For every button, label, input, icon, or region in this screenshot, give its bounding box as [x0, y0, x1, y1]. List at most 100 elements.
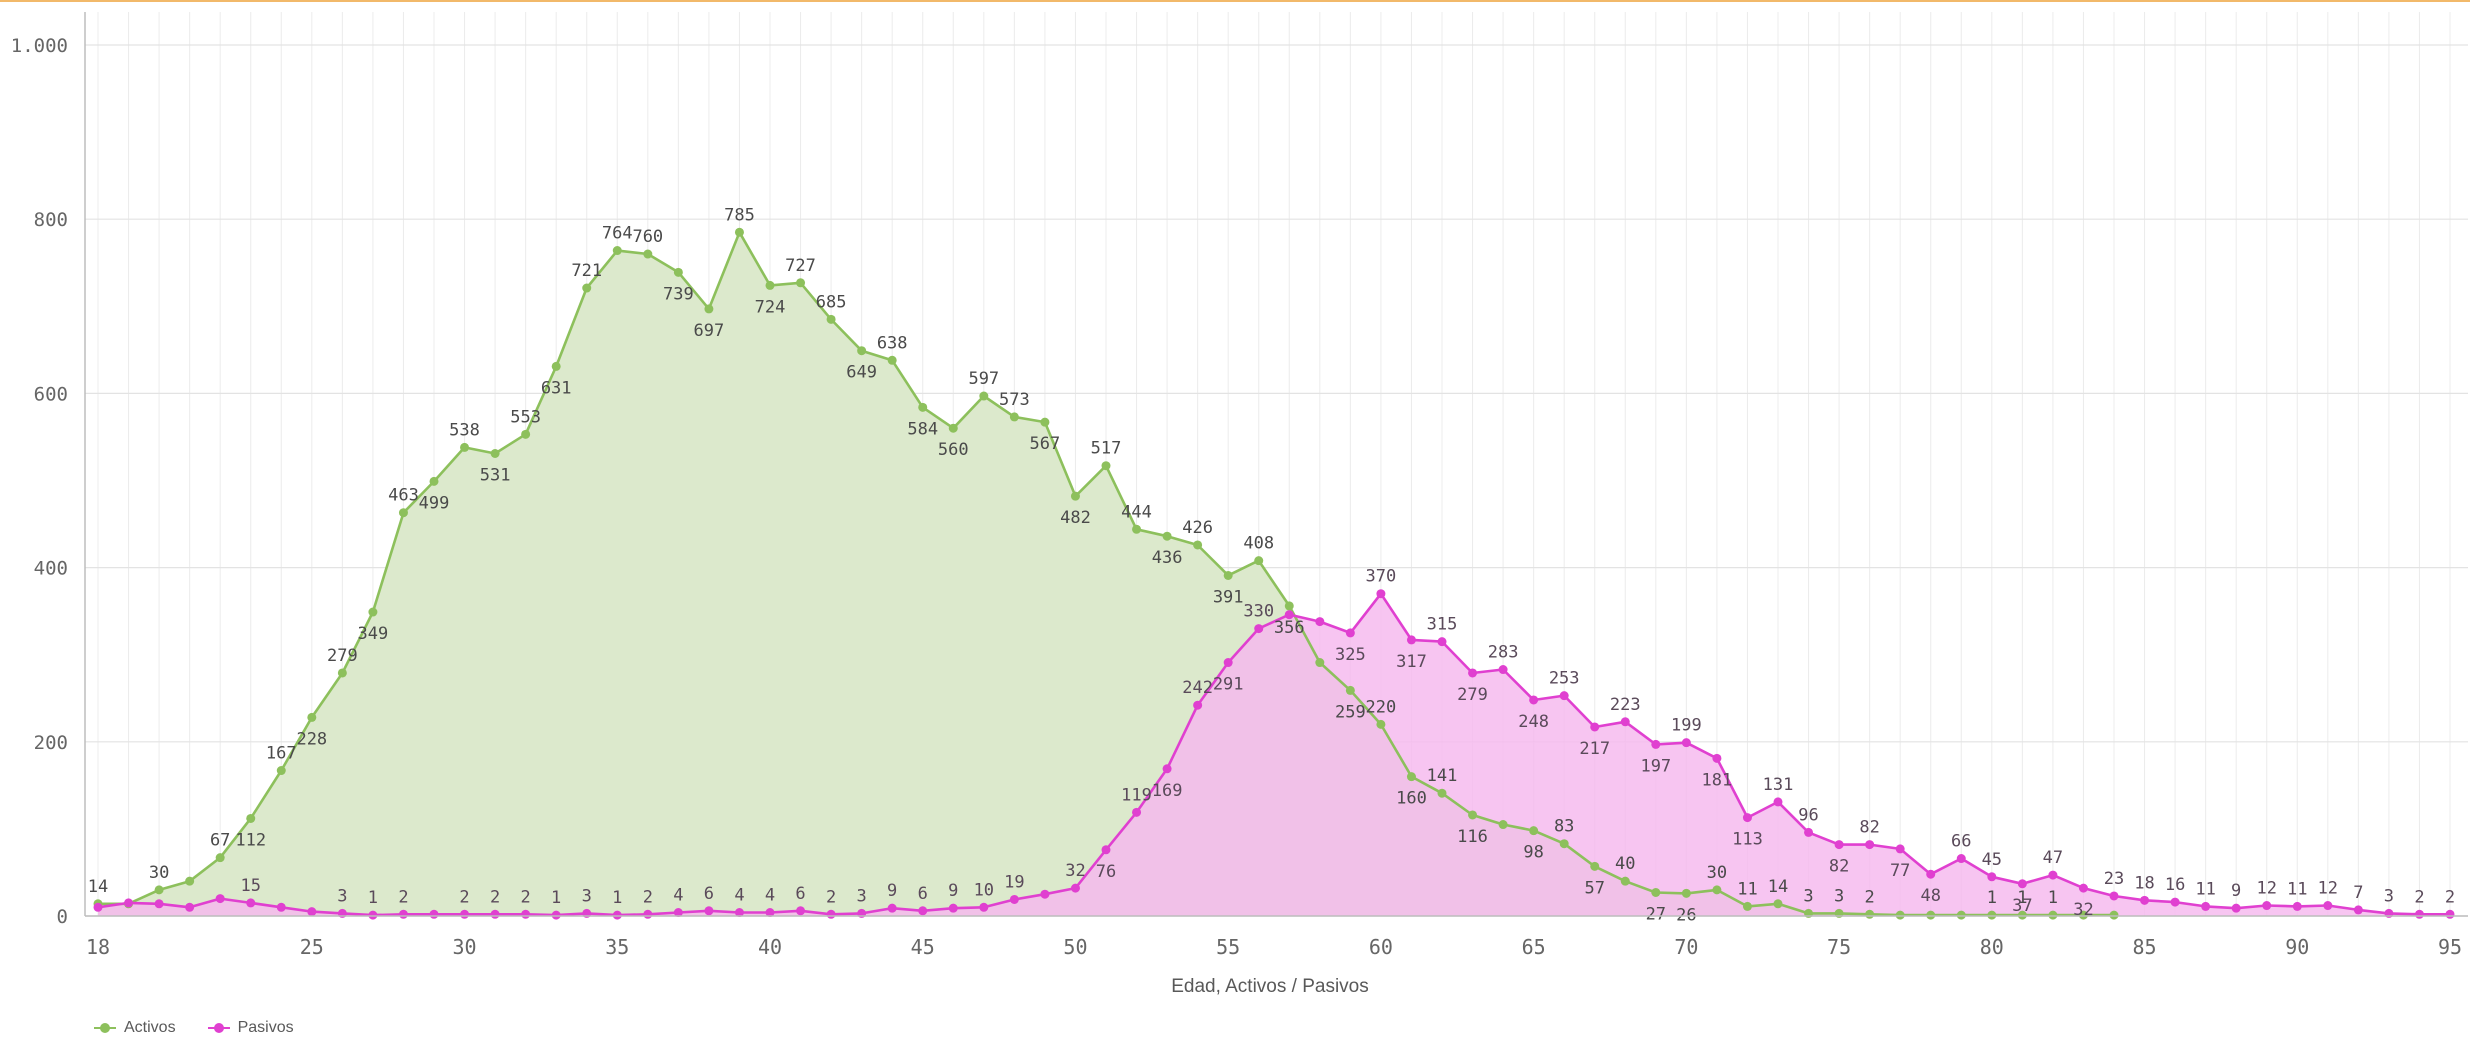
point-pasivos — [1376, 589, 1386, 599]
data-label-activos: 40 — [1615, 854, 1635, 874]
data-label-pasivos: 197 — [1640, 756, 1671, 776]
point-pasivos — [1987, 872, 1997, 882]
area-activos — [98, 232, 2114, 917]
data-label-pasivos: 47 — [2043, 848, 2063, 868]
data-label-activos: 463 — [388, 486, 419, 506]
data-label-activos: 167 — [266, 744, 297, 764]
area-pasivos — [98, 593, 2450, 916]
point-pasivos — [1742, 813, 1752, 823]
data-label-pasivos: 11 — [2195, 879, 2215, 899]
data-label-activos: 444 — [1121, 502, 1152, 522]
data-label-activos: 1 — [2017, 888, 2027, 908]
point-pasivos — [1926, 869, 1936, 879]
point-pasivos — [276, 902, 286, 912]
point-pasivos — [979, 902, 989, 912]
data-label-activos: 160 — [1396, 789, 1427, 809]
point-pasivos — [643, 909, 653, 919]
point-pasivos — [1773, 797, 1783, 807]
data-label-activos: 14 — [1768, 877, 1788, 897]
data-label-pasivos: 279 — [1457, 685, 1488, 705]
point-activos — [1865, 909, 1875, 919]
point-pasivos — [154, 899, 164, 909]
data-label-pasivos: 6 — [704, 884, 714, 904]
y-tick-label: 1.000 — [11, 35, 68, 57]
point-pasivos — [246, 898, 256, 908]
data-label-activos: 83 — [1554, 817, 1574, 837]
point-pasivos — [948, 903, 958, 913]
point-pasivos — [429, 909, 439, 919]
point-pasivos — [1895, 844, 1905, 854]
data-label-activos: 499 — [419, 493, 450, 513]
point-activos — [948, 423, 958, 433]
data-label-activos: 1 — [1987, 888, 1997, 908]
point-activos — [337, 668, 347, 678]
point-activos — [1284, 601, 1294, 611]
point-pasivos — [1101, 845, 1111, 855]
point-activos — [857, 346, 867, 356]
data-label-pasivos: 199 — [1671, 716, 1702, 736]
point-activos — [673, 267, 683, 277]
data-label-activos: 553 — [510, 407, 541, 427]
line-pasivos — [97, 592, 2450, 917]
x-axis-title: Edad, Activos / Pasivos — [1171, 976, 1369, 997]
x-tick-label: 60 — [1369, 935, 1393, 959]
data-label-activos: 3 — [1803, 886, 1813, 906]
point-pasivos — [673, 908, 683, 918]
point-activos — [215, 853, 225, 863]
point-pasivos — [1345, 628, 1355, 638]
x-tick-label: 90 — [2285, 935, 2309, 959]
data-label-pasivos: 7 — [2353, 883, 2363, 903]
data-label-activos: 482 — [1060, 508, 1091, 528]
data-label-pasivos: 131 — [1763, 775, 1794, 795]
legend-item-activos[interactable]: Activos — [94, 1019, 176, 1037]
point-activos — [1651, 887, 1661, 897]
point-activos — [246, 813, 256, 823]
point-pasivos — [1284, 610, 1294, 620]
data-label-activos: 649 — [846, 363, 877, 383]
data-label-pasivos: 4 — [673, 886, 683, 906]
data-label-pasivos: 9 — [948, 881, 958, 901]
point-pasivos — [521, 909, 531, 919]
data-label-pasivos: 283 — [1488, 643, 1519, 663]
data-label-activos: 573 — [999, 390, 1030, 410]
point-activos — [490, 448, 500, 458]
point-activos — [1681, 888, 1691, 898]
x-tick-label: 55 — [1216, 935, 1240, 959]
point-pasivos — [887, 903, 897, 913]
x-tick-label: 95 — [2438, 935, 2462, 959]
point-activos — [1926, 910, 1936, 920]
data-label-pasivos: 11 — [2287, 879, 2307, 899]
data-label-activos: 638 — [877, 333, 908, 353]
point-pasivos — [1620, 717, 1630, 727]
data-label-activos: 724 — [755, 297, 786, 317]
point-activos — [1070, 491, 1080, 501]
x-tick-label: 85 — [2132, 935, 2156, 959]
y-axis: 0 200 400 600 800 1.000 — [11, 12, 86, 928]
point-activos — [1254, 556, 1264, 566]
data-label-activos: 727 — [785, 256, 816, 276]
legend-label-pasivos: Pasivos — [237, 1019, 294, 1036]
data-label-pasivos: 169 — [1152, 781, 1183, 801]
point-pasivos — [2109, 891, 2119, 901]
data-label-activos: 584 — [907, 419, 938, 439]
point-pasivos — [1315, 617, 1325, 627]
data-label-pasivos: 315 — [1427, 615, 1458, 635]
point-activos — [460, 442, 470, 452]
legend-item-pasivos[interactable]: Pasivos — [207, 1019, 294, 1037]
series-areas — [98, 232, 2450, 917]
point-pasivos — [460, 909, 470, 919]
y-tick-label: 400 — [34, 558, 68, 580]
data-label-pasivos: 1 — [368, 888, 378, 908]
point-pasivos — [368, 910, 378, 920]
point-pasivos — [124, 898, 134, 908]
point-activos — [1956, 910, 1966, 920]
data-label-pasivos: 119 — [1121, 785, 1152, 805]
data-label-activos: 3 — [1834, 886, 1844, 906]
point-pasivos — [1009, 894, 1019, 904]
data-label-pasivos: 217 — [1579, 739, 1610, 759]
data-label-pasivos: 66 — [1951, 832, 1971, 852]
point-pasivos — [1437, 637, 1447, 647]
point-pasivos — [2445, 909, 2455, 919]
x-axis: 18 25 30 35 40 45 50 55 60 65 70 75 80 85 90 95 — [85, 915, 2468, 959]
data-label-activos: 2 — [1865, 887, 1875, 907]
